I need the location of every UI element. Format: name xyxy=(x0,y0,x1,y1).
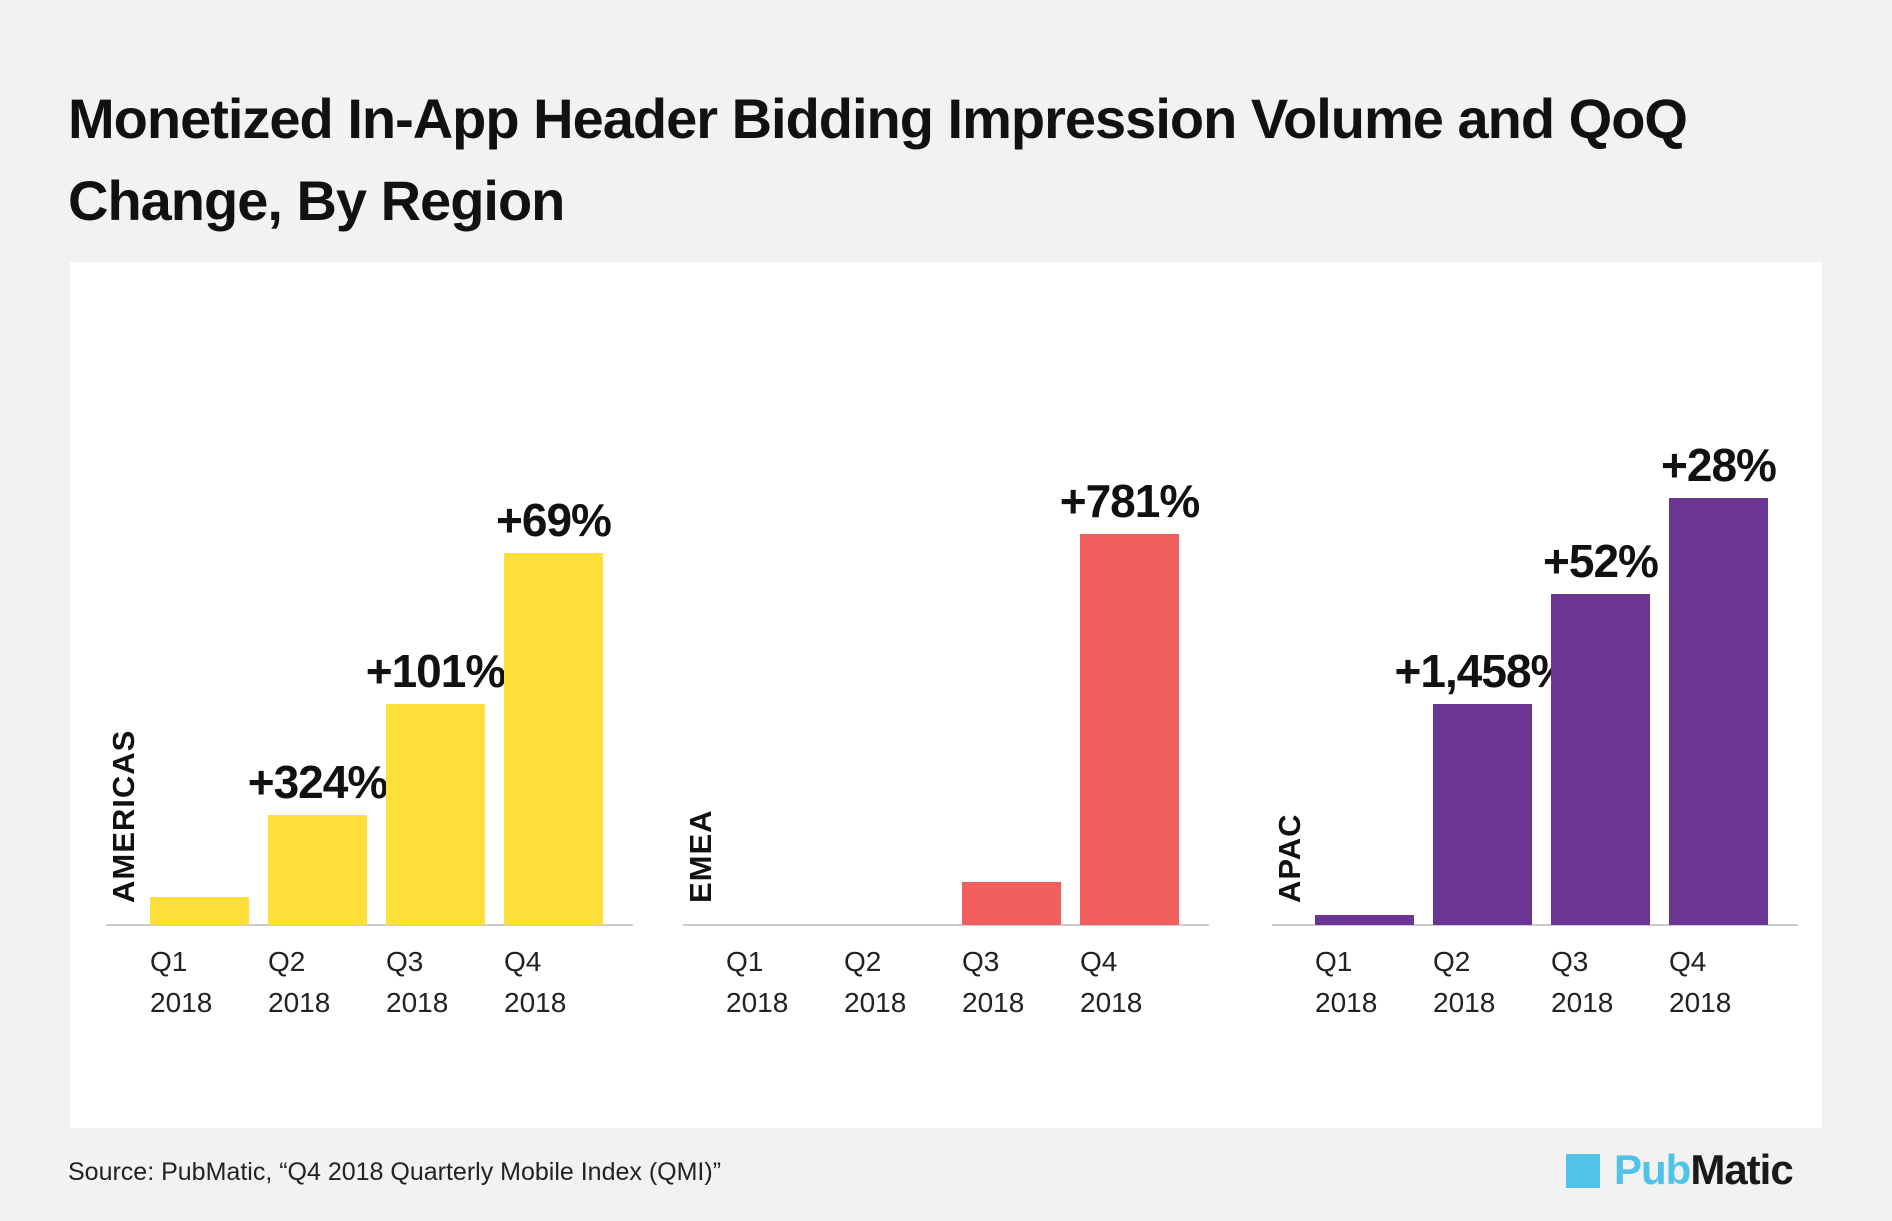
chart-panel xyxy=(70,262,1822,1128)
region-label: AMERICAS xyxy=(106,729,141,903)
bar xyxy=(1669,497,1768,925)
x-axis xyxy=(683,924,1209,926)
change-label: +324% xyxy=(247,756,389,809)
bar xyxy=(1433,704,1532,925)
x-tick-label: Q3 2018 xyxy=(962,946,1025,1018)
source: Source: PubMatic, “Q4 2018 Quarterly Mob… xyxy=(68,1158,722,1186)
x-tick-label: Q2 2018 xyxy=(1433,946,1496,1018)
x-tick-label: Q1 2018 xyxy=(150,946,213,1018)
change-label: +781% xyxy=(1059,474,1201,527)
bar xyxy=(268,815,367,925)
x-tick-label: Q4 2018 xyxy=(1080,946,1143,1018)
change-label: +101% xyxy=(365,645,507,698)
bar xyxy=(962,881,1061,925)
bar xyxy=(1080,533,1179,925)
change-label: +28% xyxy=(1661,438,1777,491)
x-tick-label: Q1 2018 xyxy=(726,946,789,1018)
change-label: +1,458% xyxy=(1394,645,1572,698)
x-tick-label: Q3 2018 xyxy=(1551,946,1614,1018)
logo-part: Matic xyxy=(1690,1146,1793,1193)
title: Monetized In-App Header Bidding Impressi… xyxy=(68,87,1688,232)
x-tick-label: Q4 2018 xyxy=(504,946,567,1018)
x-tick-label: Q1 2018 xyxy=(1315,946,1378,1018)
logo-square xyxy=(1566,1154,1600,1188)
x-tick-label: Q2 2018 xyxy=(844,946,907,1018)
x-tick-label: Q3 2018 xyxy=(386,946,449,1018)
bar xyxy=(150,897,249,925)
region-label: EMEA xyxy=(683,809,718,903)
x-tick-label: Q4 2018 xyxy=(1669,946,1732,1018)
region-label: APAC xyxy=(1272,813,1307,903)
bar xyxy=(1551,594,1650,925)
bar xyxy=(1315,915,1414,925)
change-label: +69% xyxy=(496,494,612,547)
x-axis xyxy=(106,924,633,926)
x-tick-label: Q2 2018 xyxy=(268,946,331,1018)
logo-part: Pub xyxy=(1614,1146,1691,1193)
logo-text: PubMatic xyxy=(1614,1146,1794,1194)
x-axis xyxy=(1272,924,1798,926)
bar xyxy=(504,553,603,925)
bar xyxy=(386,704,485,925)
change-label: +52% xyxy=(1543,535,1659,588)
